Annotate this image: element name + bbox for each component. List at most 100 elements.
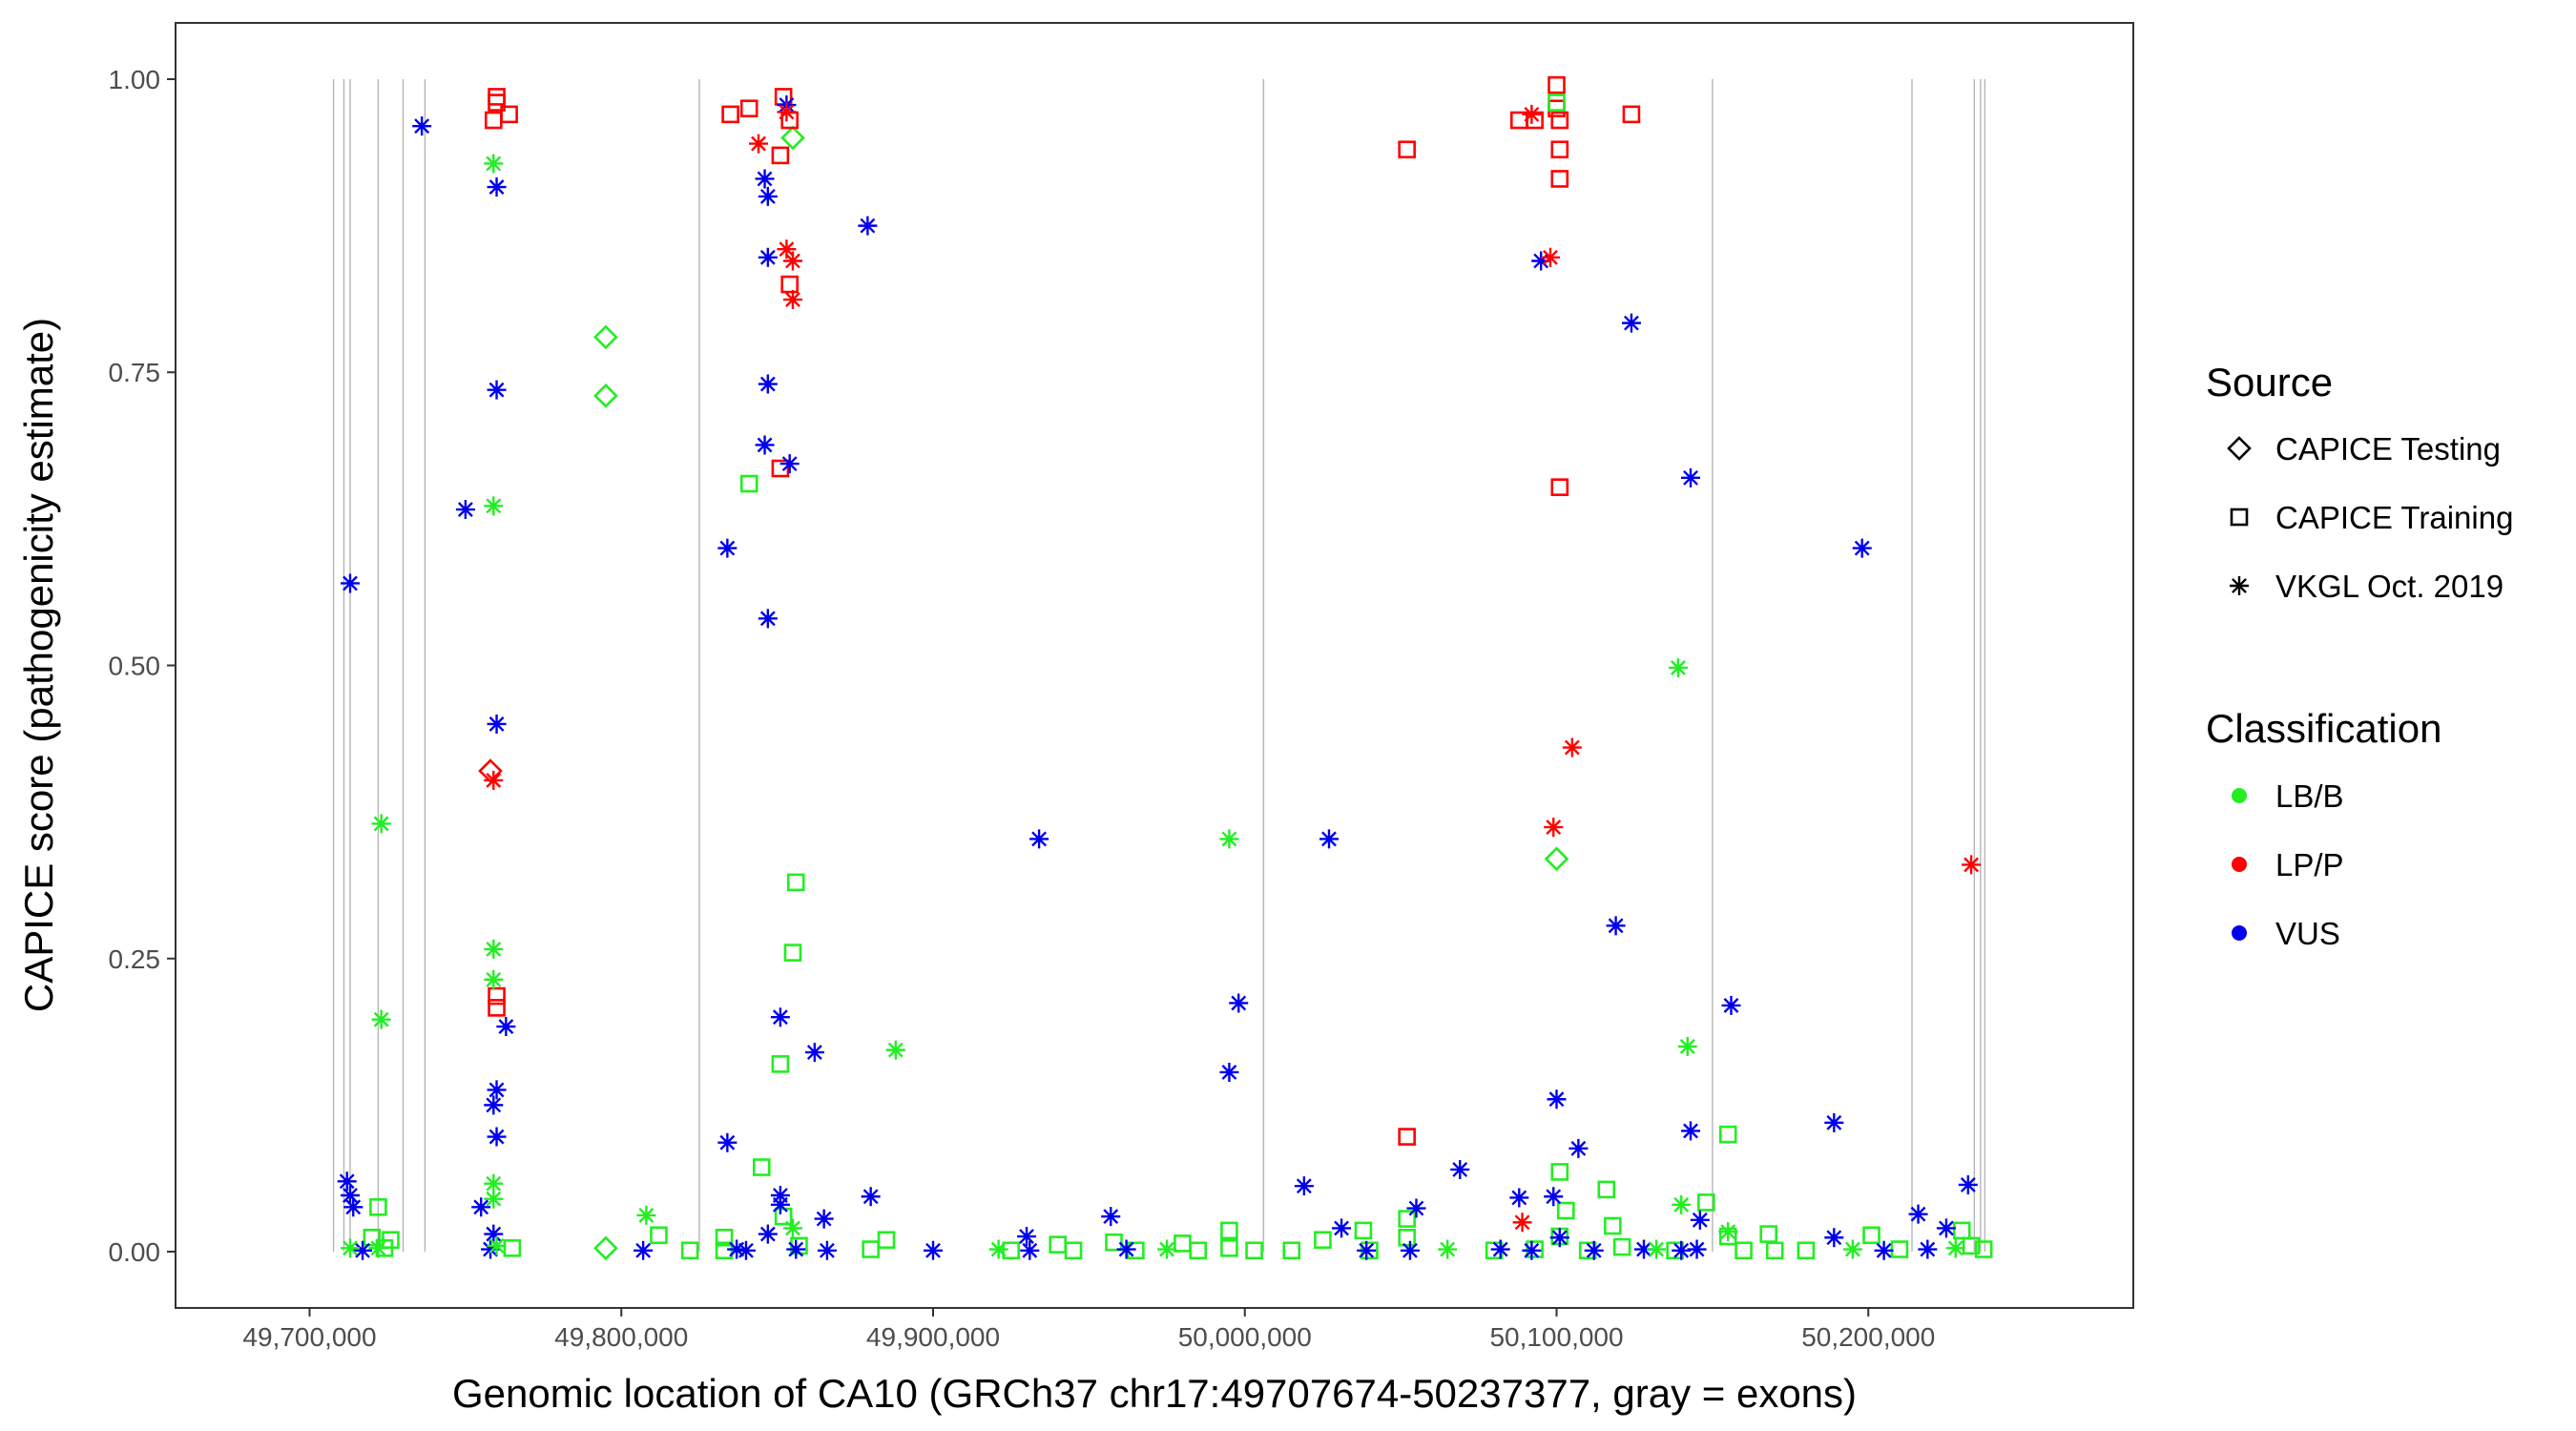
data-point <box>1681 467 1701 487</box>
y-tick-label: 0.75 <box>109 358 161 387</box>
data-point <box>1718 1222 1738 1242</box>
data-point <box>758 186 778 206</box>
y-tick-label: 0.50 <box>109 652 161 681</box>
data-point <box>634 1240 654 1260</box>
data-point <box>758 374 778 394</box>
data-point <box>1522 1240 1542 1260</box>
data-point <box>371 814 391 834</box>
x-tick-label: 49,800,000 <box>554 1322 688 1352</box>
data-point <box>1735 1241 1753 1260</box>
data-point <box>739 474 758 493</box>
data-point <box>1550 140 1569 159</box>
data-point <box>1354 1221 1373 1240</box>
data-point <box>371 1009 391 1029</box>
data-point <box>1550 478 1569 496</box>
legend-source-items: CAPICE Testing CAPICE Training VKGL Oct. 2… <box>2227 431 2513 604</box>
data-point <box>1522 104 1542 124</box>
data-point <box>1332 1218 1352 1238</box>
data-point <box>487 1235 507 1255</box>
data-point <box>1002 1241 1020 1260</box>
data-point <box>1842 1239 1862 1259</box>
data-point <box>1824 1228 1844 1248</box>
data-point <box>715 1241 734 1260</box>
data-point <box>1314 1231 1332 1250</box>
data-point <box>1945 1238 1965 1258</box>
data-point <box>1064 1241 1083 1260</box>
data-point <box>1765 1241 1784 1260</box>
data-point <box>1219 1062 1239 1082</box>
y-tick-label: 0.00 <box>109 1237 161 1267</box>
data-point <box>1319 829 1339 849</box>
data-point <box>484 1095 504 1115</box>
data-point <box>1490 1239 1510 1259</box>
data-point <box>484 154 504 174</box>
legend-source-label: CAPICE Training <box>2275 500 2513 535</box>
data-point <box>736 1240 756 1260</box>
y-axis-title: CAPICE score (pathogenicity estimate) <box>16 318 61 1012</box>
data-point <box>1512 1213 1532 1233</box>
data-point <box>771 1055 790 1073</box>
data-point <box>749 134 769 154</box>
data-point <box>1681 1121 1701 1141</box>
data-point <box>1952 1221 1971 1240</box>
data-point <box>1398 1128 1416 1146</box>
data-point <box>877 1231 896 1250</box>
legend-classification-items: LB/B LP/P VUS <box>2232 778 2344 951</box>
data-point <box>814 1209 834 1229</box>
data-point <box>1797 1241 1816 1260</box>
data-point <box>1189 1241 1208 1260</box>
data-point <box>1020 1240 1040 1260</box>
legend-class-label: LP/P <box>2275 847 2344 882</box>
data-point <box>861 1187 881 1207</box>
data-point <box>1721 995 1741 1015</box>
axes: 49,700,000 49,800,000 49,900,000 50,000,000… <box>109 65 1936 1352</box>
data-point <box>1647 1239 1667 1259</box>
data-point <box>496 1017 516 1037</box>
data-point <box>1718 1125 1737 1144</box>
data-point <box>487 1080 507 1100</box>
data-point <box>1584 1240 1604 1260</box>
data-point <box>1606 916 1626 936</box>
data-point <box>782 290 802 310</box>
y-tick-label: 1.00 <box>109 65 161 94</box>
data-point <box>488 999 506 1017</box>
data-point <box>782 1218 802 1238</box>
data-point <box>1621 313 1641 333</box>
data-point <box>1918 1239 1938 1259</box>
data-point <box>1406 1198 1426 1218</box>
data-point <box>786 873 805 892</box>
data-point <box>1550 1163 1569 1181</box>
data-point <box>1544 846 1569 872</box>
data-point <box>500 105 518 124</box>
data-point <box>1962 1236 1981 1255</box>
data-point <box>1398 1210 1416 1228</box>
data-point <box>487 1127 507 1147</box>
data-point <box>1568 1138 1589 1158</box>
data-point <box>340 1186 360 1206</box>
data-point <box>340 573 360 593</box>
data-point <box>782 251 802 271</box>
y-tick-label: 0.25 <box>109 944 161 974</box>
data-point <box>488 93 506 112</box>
data-point <box>1450 1159 1470 1179</box>
data-point <box>770 1007 790 1027</box>
data-point <box>363 1228 382 1247</box>
data-point <box>1874 1240 1894 1260</box>
data-point <box>337 1172 357 1192</box>
data-point <box>650 1226 668 1245</box>
legend-source-title: Source <box>2206 360 2333 404</box>
data-point <box>858 216 878 236</box>
data-point <box>1398 140 1416 159</box>
data-point <box>862 1240 880 1258</box>
data-point <box>1220 1239 1238 1257</box>
data-point <box>1634 1239 1653 1259</box>
legend-source-label: CAPICE Testing <box>2275 431 2501 467</box>
data-point <box>1962 855 1982 875</box>
legend-key-square <box>2230 508 2249 527</box>
data-point <box>1668 657 1688 677</box>
data-point <box>1958 1174 1978 1194</box>
data-point <box>1531 251 1551 271</box>
data-point <box>593 1235 618 1261</box>
data-point <box>636 1205 656 1225</box>
